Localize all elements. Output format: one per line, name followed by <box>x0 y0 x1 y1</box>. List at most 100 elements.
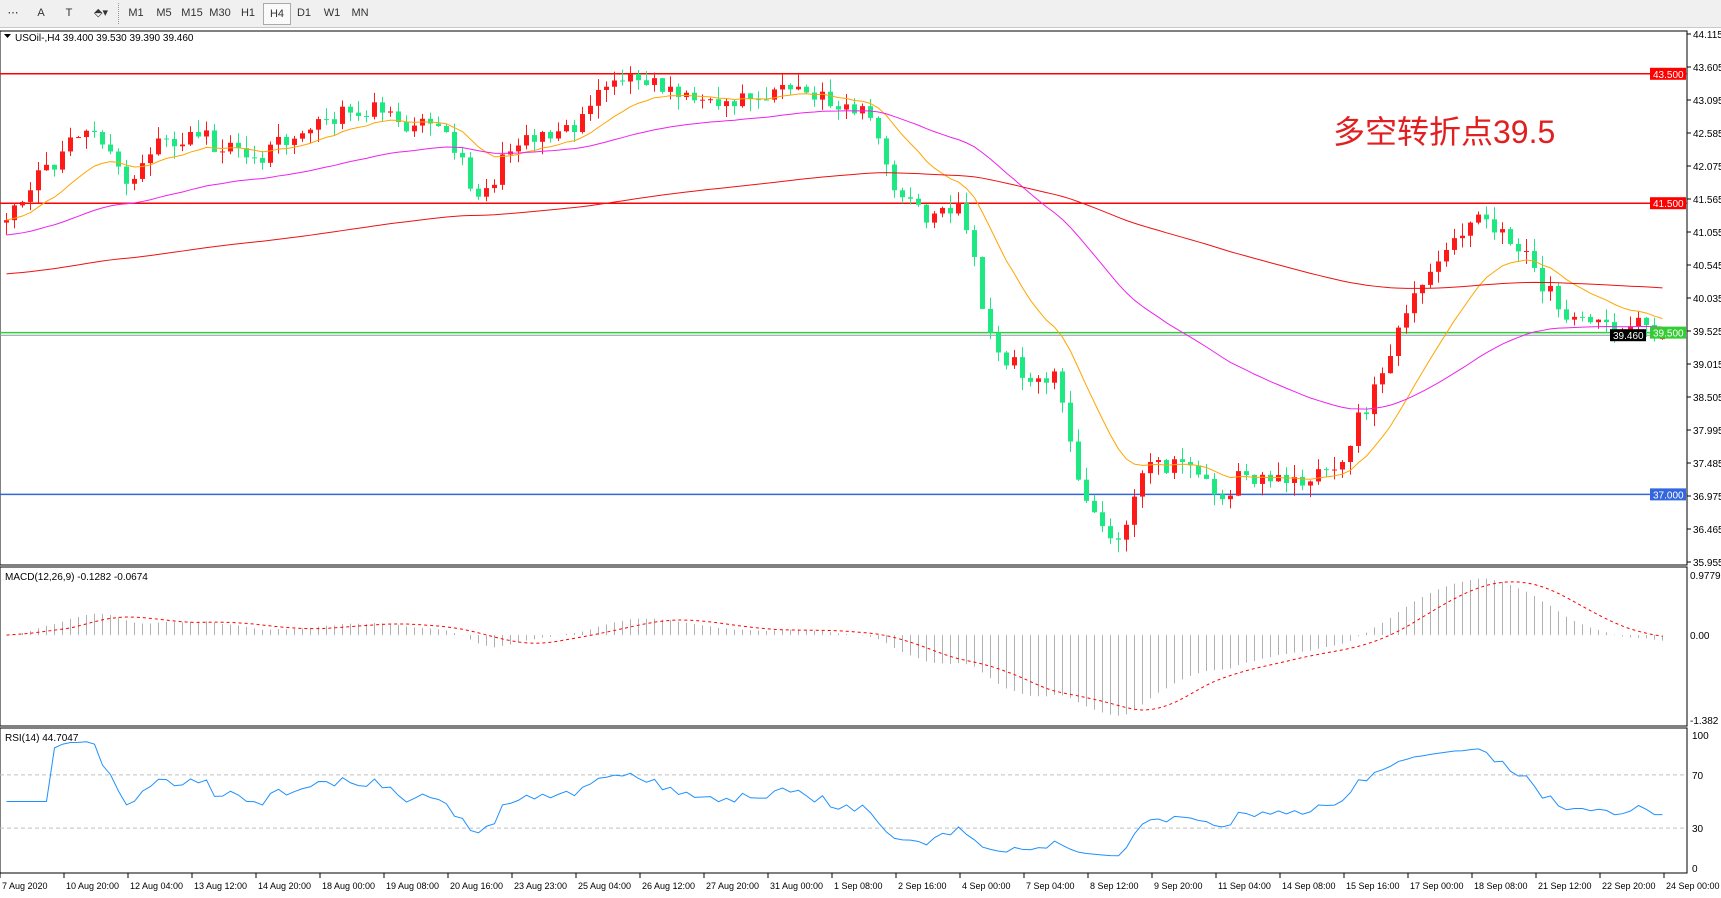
candle <box>548 132 553 139</box>
candle <box>204 130 209 137</box>
candle <box>436 123 441 127</box>
candle <box>244 148 249 158</box>
candle <box>316 119 321 130</box>
candle <box>1468 222 1473 236</box>
candle <box>1076 441 1081 480</box>
candle <box>1012 357 1017 366</box>
ma-slow-line <box>6 172 1663 289</box>
candle <box>1604 319 1609 323</box>
candle <box>708 99 713 101</box>
candle <box>84 130 89 138</box>
candle <box>932 213 937 223</box>
current-price-label: 39.460 <box>1613 331 1644 342</box>
text-label-tool-icon[interactable]: T <box>65 7 73 19</box>
candle <box>404 122 409 132</box>
candle <box>1204 474 1209 479</box>
candle <box>340 106 345 124</box>
annotation-text[interactable]: 多空转折点39.5 <box>1333 114 1555 150</box>
candle <box>188 132 193 145</box>
candle <box>940 207 945 214</box>
candle <box>180 144 185 147</box>
level-price-label-bg <box>1650 488 1686 501</box>
candle <box>468 157 473 189</box>
timeframe-h4-button[interactable]: H4 <box>263 3 291 25</box>
candle <box>332 119 337 124</box>
time-tick-label: 15 Sep 16:00 <box>1346 881 1400 891</box>
candle <box>1636 317 1641 327</box>
candle <box>452 132 457 153</box>
candle <box>1332 469 1337 471</box>
time-tick-label: 18 Sep 08:00 <box>1474 881 1528 891</box>
timeframe-h1-button[interactable]: H1 <box>240 7 256 19</box>
candle <box>396 111 401 123</box>
time-tick-label: 20 Aug 16:00 <box>450 881 503 891</box>
candle <box>484 188 489 197</box>
candle <box>1188 462 1193 466</box>
price-tick-label: 35.955 <box>1693 558 1721 569</box>
candle <box>588 105 593 115</box>
candle <box>620 80 625 82</box>
time-tick-label: 7 Aug 2020 <box>2 881 48 891</box>
candle <box>1148 462 1153 474</box>
level-price-label: 43.500 <box>1653 70 1684 81</box>
candle <box>556 131 561 139</box>
candle <box>20 201 25 206</box>
current-price-label-bg <box>1610 329 1646 342</box>
candle <box>236 142 241 149</box>
time-tick-label: 22 Sep 20:00 <box>1602 881 1656 891</box>
candle <box>108 144 113 152</box>
price-tick-label: 44.115 <box>1693 30 1721 41</box>
candle <box>1324 469 1329 471</box>
candle <box>660 78 665 92</box>
time-tick-label: 8 Sep 12:00 <box>1090 881 1139 891</box>
candle <box>1452 238 1457 250</box>
macd-signal-line <box>6 581 1663 711</box>
price-tick-label: 42.585 <box>1693 129 1721 140</box>
level-price-label: 41.500 <box>1653 199 1684 210</box>
rsi-pane[interactable] <box>0 727 1688 874</box>
candle <box>1196 465 1201 475</box>
time-tick-label: 18 Aug 00:00 <box>322 881 375 891</box>
candle <box>668 86 673 92</box>
arrows-tool-icon[interactable]: ⬘▾ <box>94 7 108 19</box>
timeframe-m15-button[interactable]: M15 <box>181 7 203 19</box>
candle <box>836 106 841 110</box>
candle <box>1420 284 1425 294</box>
candle <box>1292 476 1297 483</box>
time-tick-label: 13 Aug 12:00 <box>194 881 247 891</box>
main-pane[interactable] <box>0 30 1688 566</box>
price-tick-label: 41.055 <box>1693 228 1721 239</box>
chart-window[interactable]: 44.115 43.605 43.095 42.585 42.075 41.565 41.0… <box>0 28 1721 898</box>
candle <box>868 106 873 118</box>
candle <box>172 138 177 147</box>
time-tick-label: 14 Aug 20:00 <box>258 881 311 891</box>
timeframe-d1-button[interactable]: D1 <box>296 7 312 19</box>
candle <box>1108 526 1113 539</box>
timeframe-mn-button[interactable]: MN <box>351 7 369 19</box>
time-tick-label: 4 Sep 00:00 <box>962 881 1011 891</box>
candle <box>652 78 657 85</box>
collapse-triangle-icon[interactable] <box>4 34 11 38</box>
price-tick-label: 43.605 <box>1693 63 1721 74</box>
text-tool-icon[interactable]: A <box>37 7 45 19</box>
candle <box>980 256 985 309</box>
macd-pane[interactable] <box>0 566 1688 727</box>
price-tick-label: 38.505 <box>1693 393 1721 404</box>
rsi-label: RSI(14) 44.7047 <box>5 733 79 744</box>
candle <box>460 152 465 158</box>
timeframe-w1-button[interactable]: W1 <box>323 7 341 19</box>
candle <box>916 198 921 205</box>
candle <box>596 89 601 106</box>
fibo-tool-icon[interactable]: ⋯ <box>7 7 19 19</box>
candle <box>1388 356 1393 374</box>
timeframe-m30-button[interactable]: M30 <box>209 7 231 19</box>
timeframe-m5-button[interactable]: M5 <box>156 7 172 19</box>
candle <box>1340 462 1345 470</box>
candle <box>612 80 617 87</box>
candle <box>1052 371 1057 383</box>
candle <box>700 99 705 101</box>
timeframe-m1-button[interactable]: M1 <box>128 7 144 19</box>
candle <box>1508 229 1513 244</box>
price-tick-label: 40.035 <box>1693 294 1721 305</box>
candle <box>388 111 393 113</box>
